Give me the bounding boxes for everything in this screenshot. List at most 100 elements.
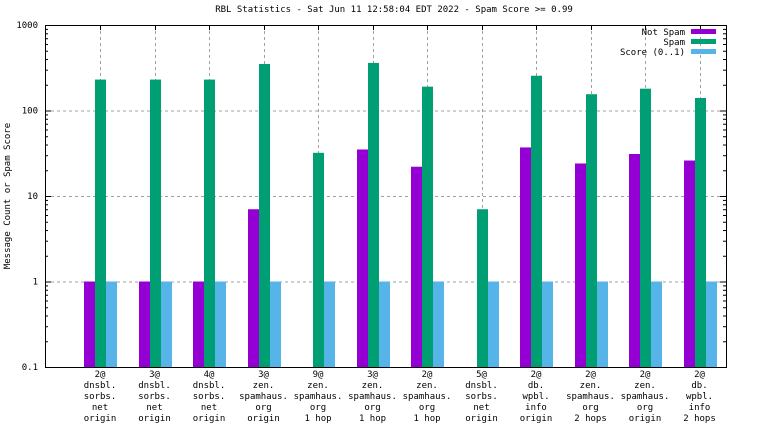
bar-spam <box>640 88 651 368</box>
x-tick-label: info <box>689 403 711 413</box>
x-tick-label: 1 hop <box>304 414 331 424</box>
bar-spam <box>259 63 270 368</box>
x-tick-label: sorbs. <box>138 392 171 402</box>
x-tick-label: zen. <box>580 381 602 391</box>
bar-score-0-1 <box>542 281 553 367</box>
x-tick-label: net <box>92 403 108 413</box>
x-tick-label: net <box>201 403 217 413</box>
bar-score-0-1 <box>433 281 444 367</box>
y-tick-labels: 0.1 1 10 100 1000 <box>16 21 38 373</box>
bar-spam <box>695 98 706 368</box>
bar-not-spam <box>520 147 531 367</box>
bar-not-spam <box>629 153 640 367</box>
y-tick-label: 100 <box>22 107 38 117</box>
x-tick-label: sorbs. <box>84 392 117 402</box>
y-tick-label: 1000 <box>16 21 38 31</box>
bar-spam <box>95 79 106 368</box>
x-tick-label: org <box>637 403 653 413</box>
x-tick-label: spamhaus. <box>239 392 288 402</box>
x-tick-label: info <box>525 403 547 413</box>
x-tick-label: 2@ <box>640 370 651 380</box>
x-tick-label: origin <box>247 414 280 424</box>
bar-score-0-1 <box>106 281 117 367</box>
y-tick-label: 1 <box>33 278 38 288</box>
chart-title: RBL Statistics - Sat Jun 11 12:58:04 EDT… <box>215 5 573 15</box>
bar-spam <box>586 94 597 368</box>
x-tick-label: db. <box>691 381 707 391</box>
y-tick-label: 0.1 <box>22 363 38 373</box>
bar-spam <box>150 79 161 368</box>
x-tick-label: zen. <box>416 381 438 391</box>
x-tick-label: origin <box>84 414 117 424</box>
bar-not-spam <box>357 149 368 367</box>
x-tick-label: origin <box>465 414 498 424</box>
x-tick-label: spamhaus. <box>566 392 615 402</box>
x-tick-label: 4@ <box>204 370 215 380</box>
x-tick-label: 2@ <box>694 370 705 380</box>
bar-score-0-1 <box>215 281 226 367</box>
bar-score-0-1 <box>597 281 608 367</box>
x-tick-label: origin <box>193 414 226 424</box>
y-axis-label: Message Count or Spam Score <box>3 123 13 269</box>
x-tick-label: dnsbl. <box>84 381 117 391</box>
axes <box>45 25 727 368</box>
bar-spam <box>477 209 488 367</box>
legend-swatch <box>691 39 716 44</box>
bar-not-spam <box>139 281 150 367</box>
bar-not-spam <box>575 163 586 367</box>
bar-spam <box>422 86 433 367</box>
x-tick-label: 2@ <box>95 370 106 380</box>
x-tick-label: origin <box>520 414 553 424</box>
legend-swatch <box>691 29 716 34</box>
bar-score-0-1 <box>270 281 281 367</box>
x-tick-label: 1 hop <box>413 414 440 424</box>
x-tick-label: origin <box>629 414 662 424</box>
bar-not-spam <box>193 281 204 367</box>
bar-score-0-1 <box>161 281 172 367</box>
x-tick-label: net <box>473 403 489 413</box>
x-tick-label: zen. <box>362 381 384 391</box>
x-tick-label: org <box>255 403 271 413</box>
x-tick-label: org <box>582 403 598 413</box>
x-tick-label: 3@ <box>367 370 378 380</box>
x-tick-label: 2@ <box>422 370 433 380</box>
x-tick-label: wpbl. <box>522 392 549 402</box>
bar-score-0-1 <box>379 281 390 367</box>
x-tick-label: db. <box>528 381 544 391</box>
x-tick-label: sorbs. <box>465 392 498 402</box>
x-tick-label: 2@ <box>531 370 542 380</box>
x-tick-label: spamhaus. <box>348 392 397 402</box>
legend-label: Not Spam <box>642 28 685 38</box>
y-tick-label: 10 <box>27 192 38 202</box>
bar-score-0-1 <box>651 281 662 367</box>
x-tick-label: spamhaus. <box>621 392 670 402</box>
x-tick-label: 3@ <box>149 370 160 380</box>
bar-score-0-1 <box>488 281 499 367</box>
bar-not-spam <box>248 209 259 367</box>
x-tick-label: dnsbl. <box>193 381 226 391</box>
bar-spam <box>204 79 215 368</box>
x-tick-label: zen. <box>634 381 656 391</box>
x-tick-label: spamhaus. <box>294 392 343 402</box>
legend-label: Spam <box>663 38 685 48</box>
x-tick-label: org <box>364 403 380 413</box>
x-tick-label: zen. <box>253 381 275 391</box>
x-tick-label: 2 hops <box>683 414 716 424</box>
bars-group <box>84 62 717 368</box>
plot-frame <box>45 25 727 368</box>
bar-spam <box>313 152 324 367</box>
x-tick-label: 3@ <box>258 370 269 380</box>
x-tick-label: wpbl. <box>686 392 713 402</box>
bar-spam <box>368 62 379 368</box>
x-tick-label: 1 hop <box>359 414 386 424</box>
